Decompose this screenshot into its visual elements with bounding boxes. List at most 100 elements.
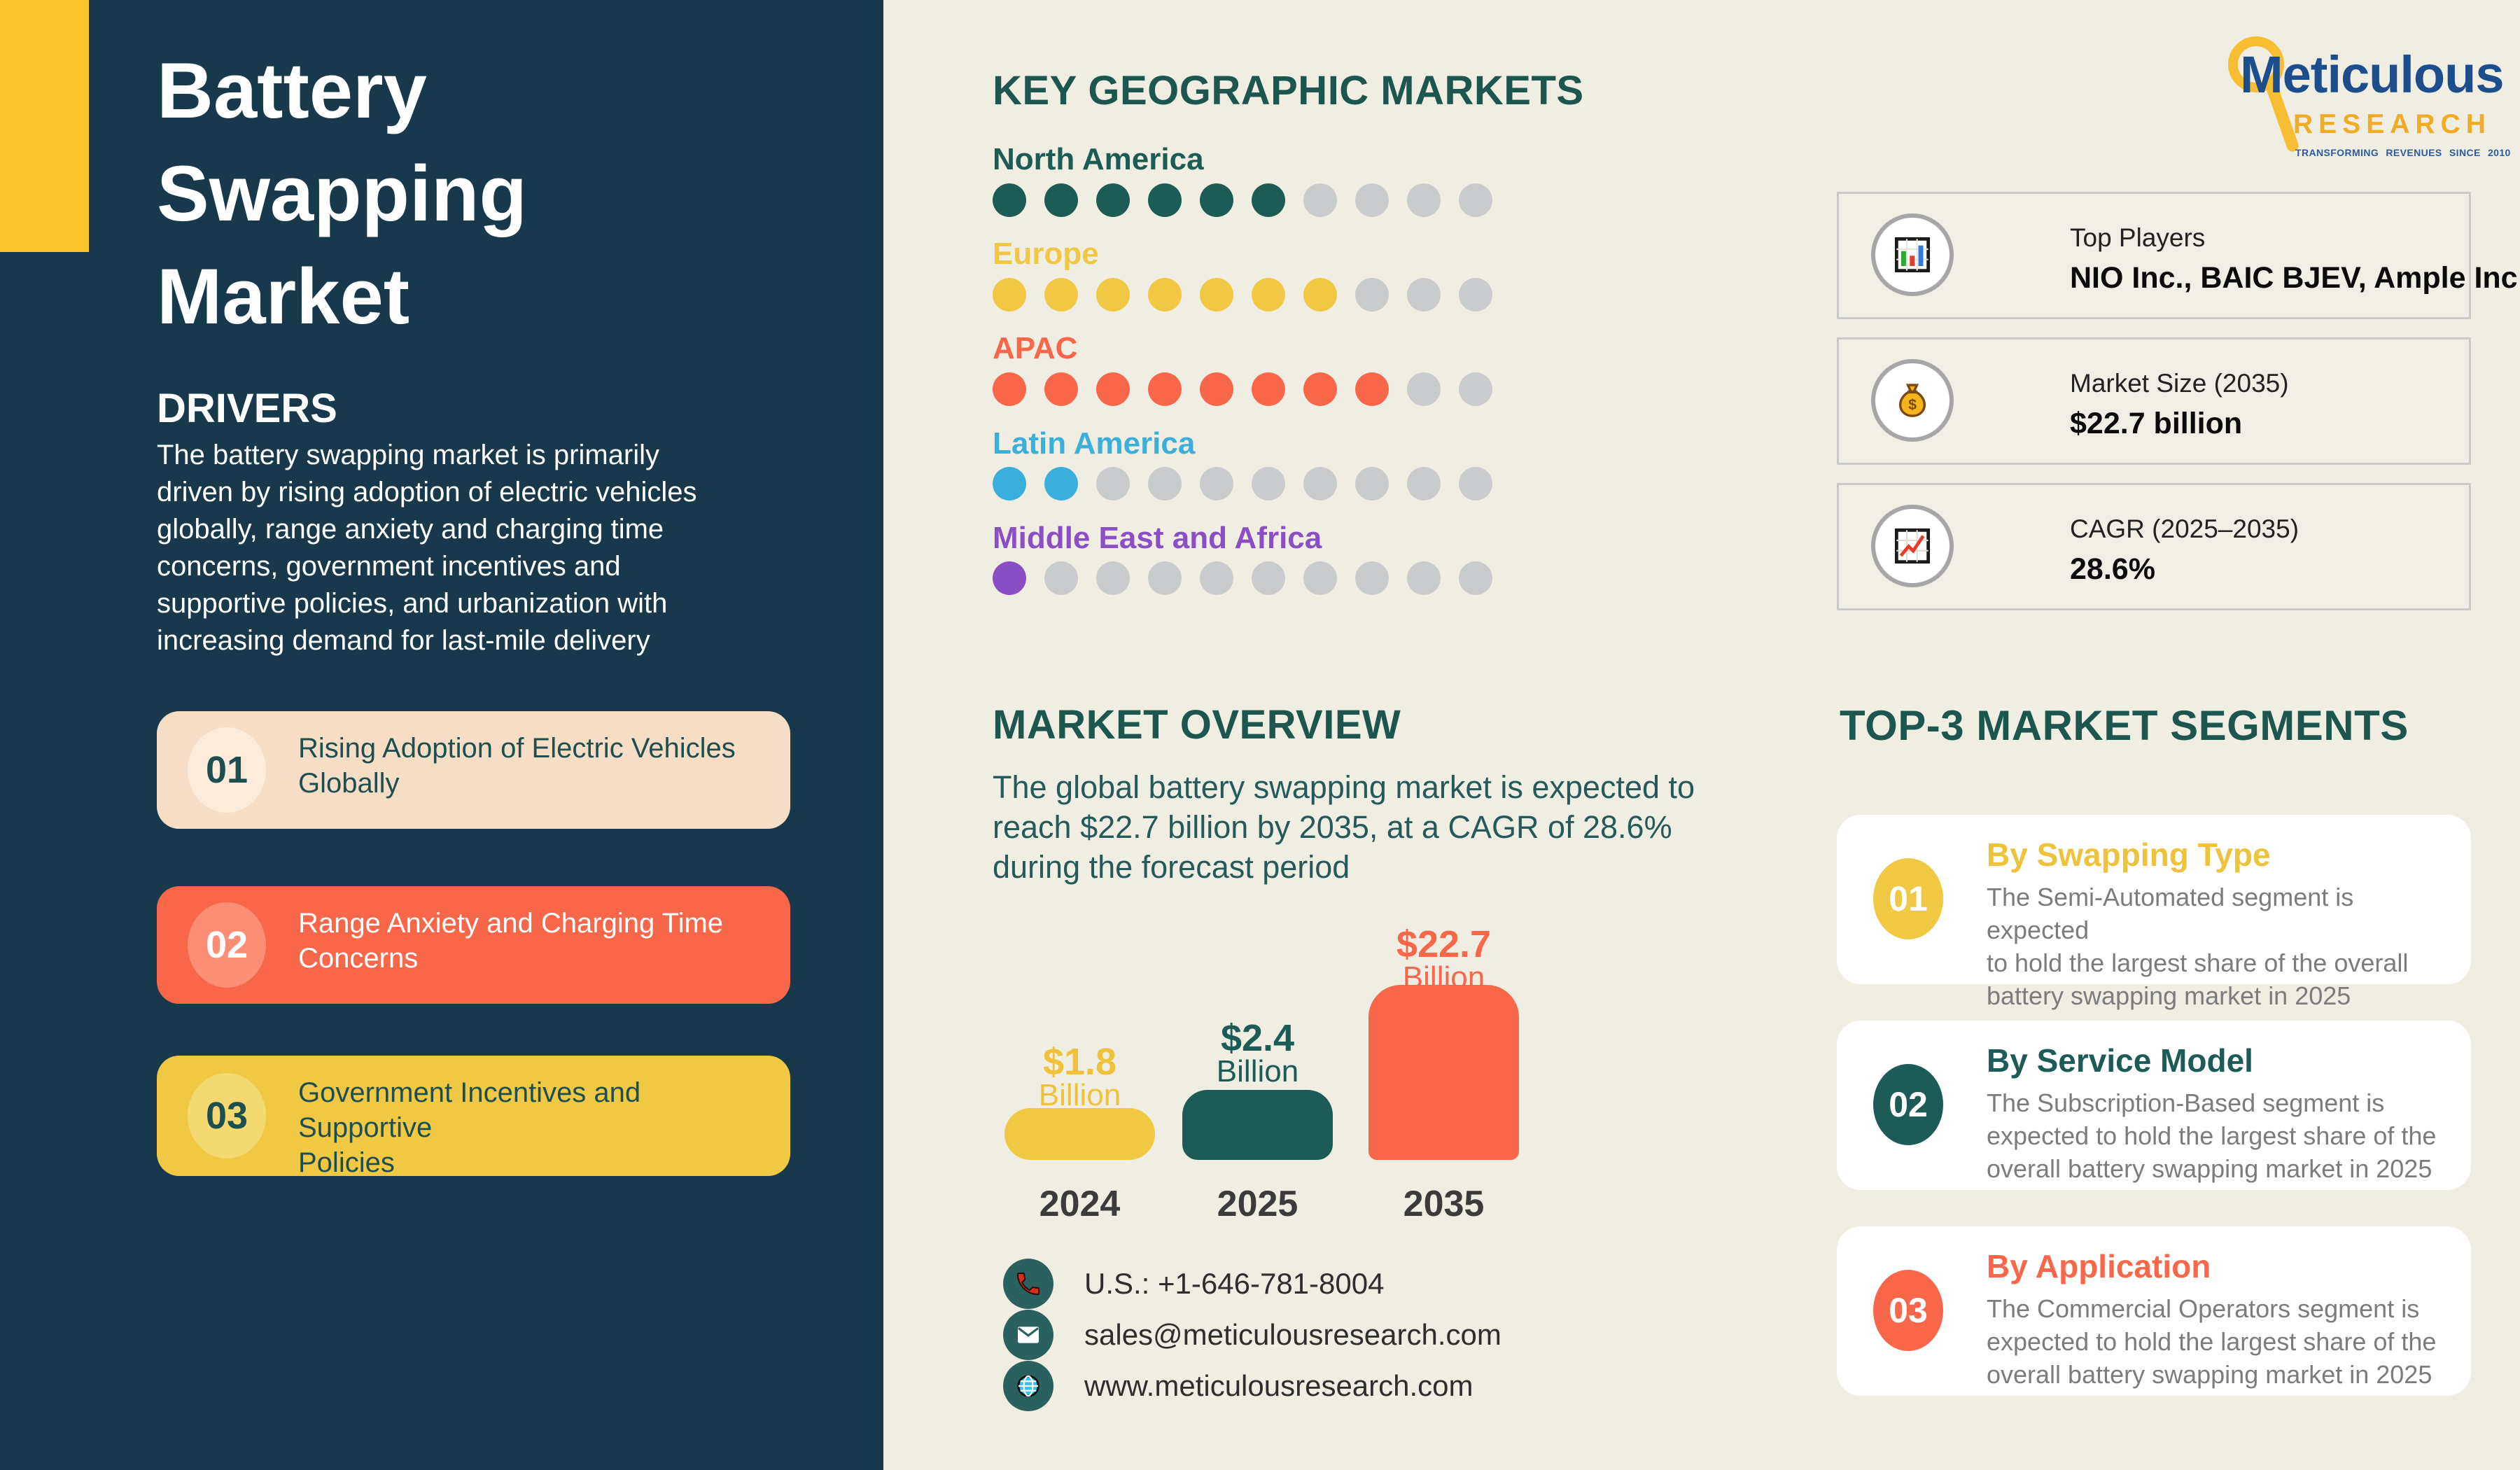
geo-dot — [1200, 278, 1233, 312]
driver-card-3: 03 Government Incentives and Supportive … — [157, 1056, 790, 1178]
region-label-apac: APAC — [993, 331, 1078, 365]
driver-number-badge: 01 — [188, 727, 266, 813]
region-dots-mea — [993, 561, 1492, 595]
stat-label: Market Size (2035) — [2070, 369, 2289, 398]
logo-subtitle: RESEARCH — [2293, 109, 2491, 139]
segment-number-badge: 01 — [1873, 858, 1943, 939]
bar-2035 — [1368, 985, 1519, 1160]
region-label-mea: Middle East and Africa — [993, 521, 1322, 555]
driver-card-1: 01 Rising Adoption of Electric Vehicles … — [157, 711, 790, 829]
segment-title: By Swapping Type — [1987, 836, 2271, 873]
market-overview-description: The global battery swapping market is ex… — [993, 769, 1695, 885]
magnifier-icon — [2228, 36, 2299, 152]
geo-dot — [1200, 561, 1233, 595]
geo-dot — [1252, 372, 1285, 406]
geo-dot — [1044, 372, 1078, 406]
geo-dot — [1148, 278, 1182, 312]
bar-value-label: $1.8 — [1042, 1041, 1117, 1083]
geo-dot — [1355, 183, 1389, 217]
geo-dot — [1252, 467, 1285, 500]
stat-value: NIO Inc., BAIC BJEV, Ample Inc — [2070, 261, 2518, 295]
driver-label: Range Anxiety and Charging Time Concerns — [298, 908, 724, 974]
bar-category-label: 2025 — [1217, 1184, 1298, 1224]
stat-label: Top Players — [2070, 223, 2206, 252]
geo-dot — [1148, 183, 1182, 217]
money-bag-icon: $ — [1871, 359, 1954, 442]
geo-markets-heading: KEY GEOGRAPHIC MARKETS — [993, 68, 1584, 113]
meticulous-research-logo: Meticulous RESEARCH TRANSFORMING REVENUE… — [2226, 28, 2510, 158]
geo-dot — [1096, 467, 1130, 500]
geo-dot — [1459, 561, 1492, 595]
region-label-north-america: North America — [993, 142, 1204, 176]
geo-dot — [1303, 278, 1337, 312]
geo-dot — [1200, 467, 1233, 500]
driver-label: Rising Adoption of Electric Vehicles Glo… — [298, 733, 736, 799]
segment-description: The Semi-Automated segment is expected t… — [1987, 883, 2409, 1010]
geo-dot — [1459, 372, 1492, 406]
geo-dot — [1096, 561, 1130, 595]
contact-website-text: www.meticulousresearch.com — [1084, 1369, 1474, 1402]
geo-dot — [993, 372, 1026, 406]
region-dots-north-america — [993, 183, 1492, 217]
stat-card-top-players: Top Players NIO Inc., BAIC BJEV, Ample I… — [1837, 192, 2518, 319]
geo-dot — [1303, 372, 1337, 406]
logo-name: Meticulous — [2240, 46, 2504, 104]
bar-value-label: $22.7 — [1396, 923, 1492, 965]
bar-value-label: $2.4 — [1220, 1017, 1295, 1059]
geo-dot — [1303, 467, 1337, 500]
geo-dot — [1200, 183, 1233, 217]
drivers-description: The battery swapping market is primarily… — [157, 440, 697, 656]
driver-number-badge: 03 — [188, 1073, 266, 1158]
segment-number-badge: 03 — [1873, 1270, 1943, 1351]
segment-title: By Application — [1987, 1248, 2211, 1284]
contact-row-email: sales@meticulousresearch.com — [1003, 1310, 1502, 1360]
geo-dot — [1459, 278, 1492, 312]
geo-dot — [1148, 372, 1182, 406]
yellow-accent-bar — [0, 0, 89, 252]
segment-title: By Service Model — [1987, 1042, 2253, 1079]
geo-dot — [993, 561, 1026, 595]
geo-dot — [1096, 183, 1130, 217]
sidebar: Battery Swapping Market DRIVERS The batt… — [0, 0, 883, 1470]
drivers-heading: DRIVERS — [157, 386, 337, 431]
geo-dot — [1044, 183, 1078, 217]
segment-number-badge: 02 — [1873, 1064, 1943, 1145]
geo-dot — [1096, 372, 1130, 406]
geo-dot — [1044, 561, 1078, 595]
bar-2025 — [1182, 1090, 1333, 1160]
bar-category-label: 2035 — [1403, 1184, 1485, 1224]
region-dots-europe — [993, 278, 1492, 312]
geo-dot — [1355, 467, 1389, 500]
bar-category-label: 2024 — [1039, 1184, 1121, 1224]
driver-label: Government Incentives and Supportive Pol… — [298, 1077, 641, 1178]
geo-dot — [1252, 183, 1285, 217]
contact-row-website: www.meticulousresearch.com — [1003, 1361, 1474, 1411]
contact-email-text: sales@meticulousresearch.com — [1084, 1318, 1502, 1351]
stat-value: 28.6% — [2070, 552, 2155, 586]
geo-dot — [993, 183, 1026, 217]
page-title: Battery Swapping Market — [157, 47, 527, 340]
driver-number-badge: 02 — [188, 902, 266, 988]
phone-icon — [1003, 1259, 1054, 1309]
segment-description: The Subscription-Based segment is expect… — [1987, 1088, 2437, 1183]
logo-tagline: TRANSFORMING REVENUES SINCE 2010 — [2295, 147, 2511, 158]
stat-value: $22.7 billion — [2070, 407, 2243, 440]
geo-dot — [1096, 278, 1130, 312]
segment-card-application: 03 By Application The Commercial Operato… — [1837, 1226, 2471, 1396]
geo-dot — [1459, 183, 1492, 217]
geo-dot — [1148, 467, 1182, 500]
geo-dot — [1407, 278, 1441, 312]
geo-dot — [1200, 372, 1233, 406]
market-overview-heading: MARKET OVERVIEW — [993, 702, 1401, 748]
segment-description: The Commercial Operators segment is expe… — [1987, 1294, 2437, 1389]
geo-dot — [1252, 278, 1285, 312]
region-dots-latin-america — [993, 467, 1492, 500]
bar-unit-label: Billion — [1216, 1054, 1299, 1088]
geo-dot — [1459, 467, 1492, 500]
region-label-europe: Europe — [993, 237, 1099, 271]
globe-icon — [1003, 1361, 1054, 1411]
segments-heading: TOP-3 MARKET SEGMENTS — [1840, 702, 2409, 749]
contact-phone-text: U.S.: +1-646-781-8004 — [1084, 1267, 1385, 1300]
region-label-latin-america: Latin America — [993, 426, 1196, 461]
